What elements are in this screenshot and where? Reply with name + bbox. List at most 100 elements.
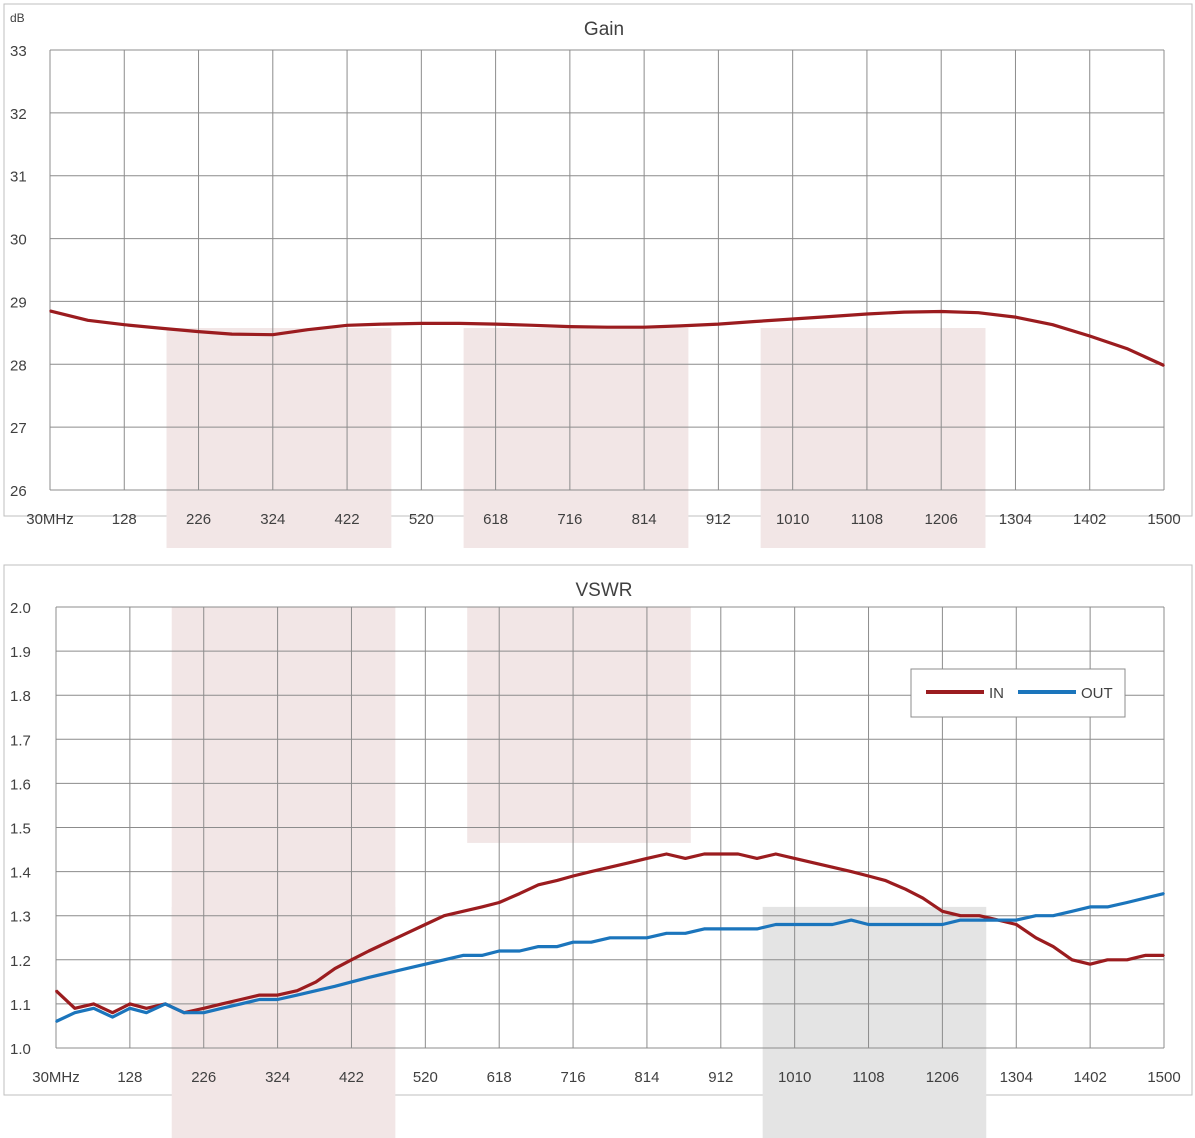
vswr-x-tick-label: 226	[191, 1069, 216, 1086]
vswr-point-in	[462, 910, 464, 913]
legend-out-label: OUT	[1081, 685, 1113, 702]
vswr-y-tick-label: 1.0	[10, 1041, 31, 1058]
gain-point-series-0	[643, 326, 645, 329]
gain-point-series-0	[458, 322, 461, 325]
vswr-point-out	[518, 950, 521, 952]
gain-x-tick-label: 1500	[1147, 511, 1180, 528]
vswr-point-in	[111, 1011, 114, 1014]
vswr-point-out	[481, 954, 483, 957]
vswr-point-in	[720, 853, 722, 855]
vswr-point-in	[129, 1003, 131, 1005]
gain-x-tick-label: 226	[186, 511, 211, 528]
gain-point-series-0	[1163, 364, 1165, 367]
vswr-point-out	[350, 981, 353, 983]
vswr-point-in	[884, 879, 886, 882]
vswr-point-in	[537, 884, 540, 886]
vswr-point-out	[812, 923, 815, 926]
vswr-point-out	[386, 972, 389, 974]
vswr-point-in	[258, 994, 261, 996]
vswr-point-out	[145, 1011, 148, 1014]
vswr-point-in	[368, 950, 370, 952]
vswr-point-out	[556, 945, 558, 948]
gain-point-series-0	[1088, 335, 1091, 337]
gain-x-tick-label: 1206	[925, 511, 958, 528]
vswr-point-out	[1126, 901, 1128, 904]
vswr-point-out	[831, 923, 834, 926]
vswr-x-tick-label: 1010	[778, 1069, 811, 1086]
vswr-point-in	[590, 870, 592, 873]
gain-x-tick-label: 324	[260, 511, 285, 528]
vswr-point-in	[481, 906, 483, 908]
gain-y-unit: dB	[10, 11, 25, 25]
vswr-y-tick-label: 1.7	[10, 732, 31, 749]
vswr-point-out	[884, 923, 886, 926]
gain-point-series-0	[1051, 323, 1054, 326]
gain-x-tick-label: 716	[557, 511, 582, 528]
vswr-band-2	[171, 906, 396, 1138]
vswr-point-out	[296, 994, 299, 996]
gain-point-series-0	[903, 311, 905, 313]
gain-y-tick-label: 30	[10, 232, 27, 249]
vswr-point-in	[959, 914, 962, 917]
vswr-point-out	[1089, 906, 1091, 908]
vswr-point-in	[867, 875, 870, 877]
vswr-point-out	[793, 923, 796, 926]
vswr-point-in	[775, 853, 777, 855]
vswr-point-out	[92, 1007, 95, 1010]
vswr-y-tick-label: 2.0	[10, 600, 31, 617]
vswr-point-out	[1163, 892, 1165, 895]
vswr-point-in	[1106, 959, 1109, 961]
gain-y-tick-label: 27	[10, 420, 27, 437]
gain-point-series-0	[420, 322, 423, 325]
gain-point-series-0	[717, 323, 720, 325]
legend-in-label: IN	[989, 685, 1004, 702]
vswr-point-in	[1163, 954, 1165, 957]
vswr-point-in	[978, 914, 981, 917]
vswr-point-in	[572, 875, 574, 877]
vswr-point-in	[405, 932, 408, 935]
gain-point-series-0	[123, 323, 126, 326]
gain-point-series-0	[1014, 316, 1017, 318]
vswr-x-tick-label: 618	[487, 1069, 512, 1086]
vswr-x-tick-label: 1402	[1073, 1069, 1106, 1086]
vswr-point-out	[867, 923, 870, 926]
gain-y-ticks: 26 27 28 29 30 31 32 33	[10, 43, 27, 500]
vswr-x-tick-label: 520	[413, 1069, 438, 1086]
vswr-x-tick-label: 422	[339, 1069, 364, 1086]
vswr-point-in	[922, 897, 924, 899]
vswr-point-out	[997, 919, 999, 921]
vswr-x-tick-label: 912	[708, 1069, 733, 1086]
gain-x-tick-label: 1010	[776, 511, 809, 528]
vswr-point-in	[628, 862, 630, 864]
vswr-point-out	[443, 959, 446, 961]
vswr-point-in	[703, 853, 705, 855]
vswr-point-out	[183, 1011, 185, 1014]
gain-point-series-0	[382, 323, 385, 325]
vswr-point-in	[386, 941, 389, 943]
gain-point-series-0	[569, 325, 571, 328]
gain-x-tick-label: 422	[335, 511, 360, 528]
vswr-point-out	[315, 989, 317, 992]
vswr-band-3	[762, 906, 987, 1138]
vswr-point-in	[276, 994, 279, 996]
gain-x-tick-label: 520	[409, 511, 434, 528]
vswr-point-out	[1035, 914, 1037, 917]
vswr-legend: IN OUT	[910, 668, 1126, 718]
gain-x-tick-label: 128	[112, 511, 137, 528]
vswr-point-out	[74, 1011, 76, 1014]
vswr-point-in	[684, 857, 687, 860]
gain-y-tick-label: 28	[10, 357, 27, 374]
gain-point-series-0	[606, 326, 608, 329]
vswr-y-tick-label: 1.5	[10, 821, 31, 838]
gain-point-series-0	[532, 324, 535, 327]
vswr-point-out	[572, 941, 574, 943]
vswr-chart: VSWR 1.0 1.1 1.2 1.3 1.4 1.5 1.6 1.7 1.8 1.9 2.0 3…	[3, 564, 1193, 1138]
vswr-point-out	[684, 932, 687, 935]
vswr-point-in	[556, 879, 558, 882]
vswr-y-tick-label: 1.4	[10, 865, 31, 882]
vswr-x-ticks: 30MHz 128 226 324 422 520 618 716 814 912 1010 1108…	[32, 1069, 1180, 1086]
vswr-point-in	[334, 967, 336, 970]
gain-y-tick-label: 26	[10, 483, 27, 500]
gain-title: Gain	[584, 19, 624, 40]
vswr-point-out	[334, 985, 336, 988]
